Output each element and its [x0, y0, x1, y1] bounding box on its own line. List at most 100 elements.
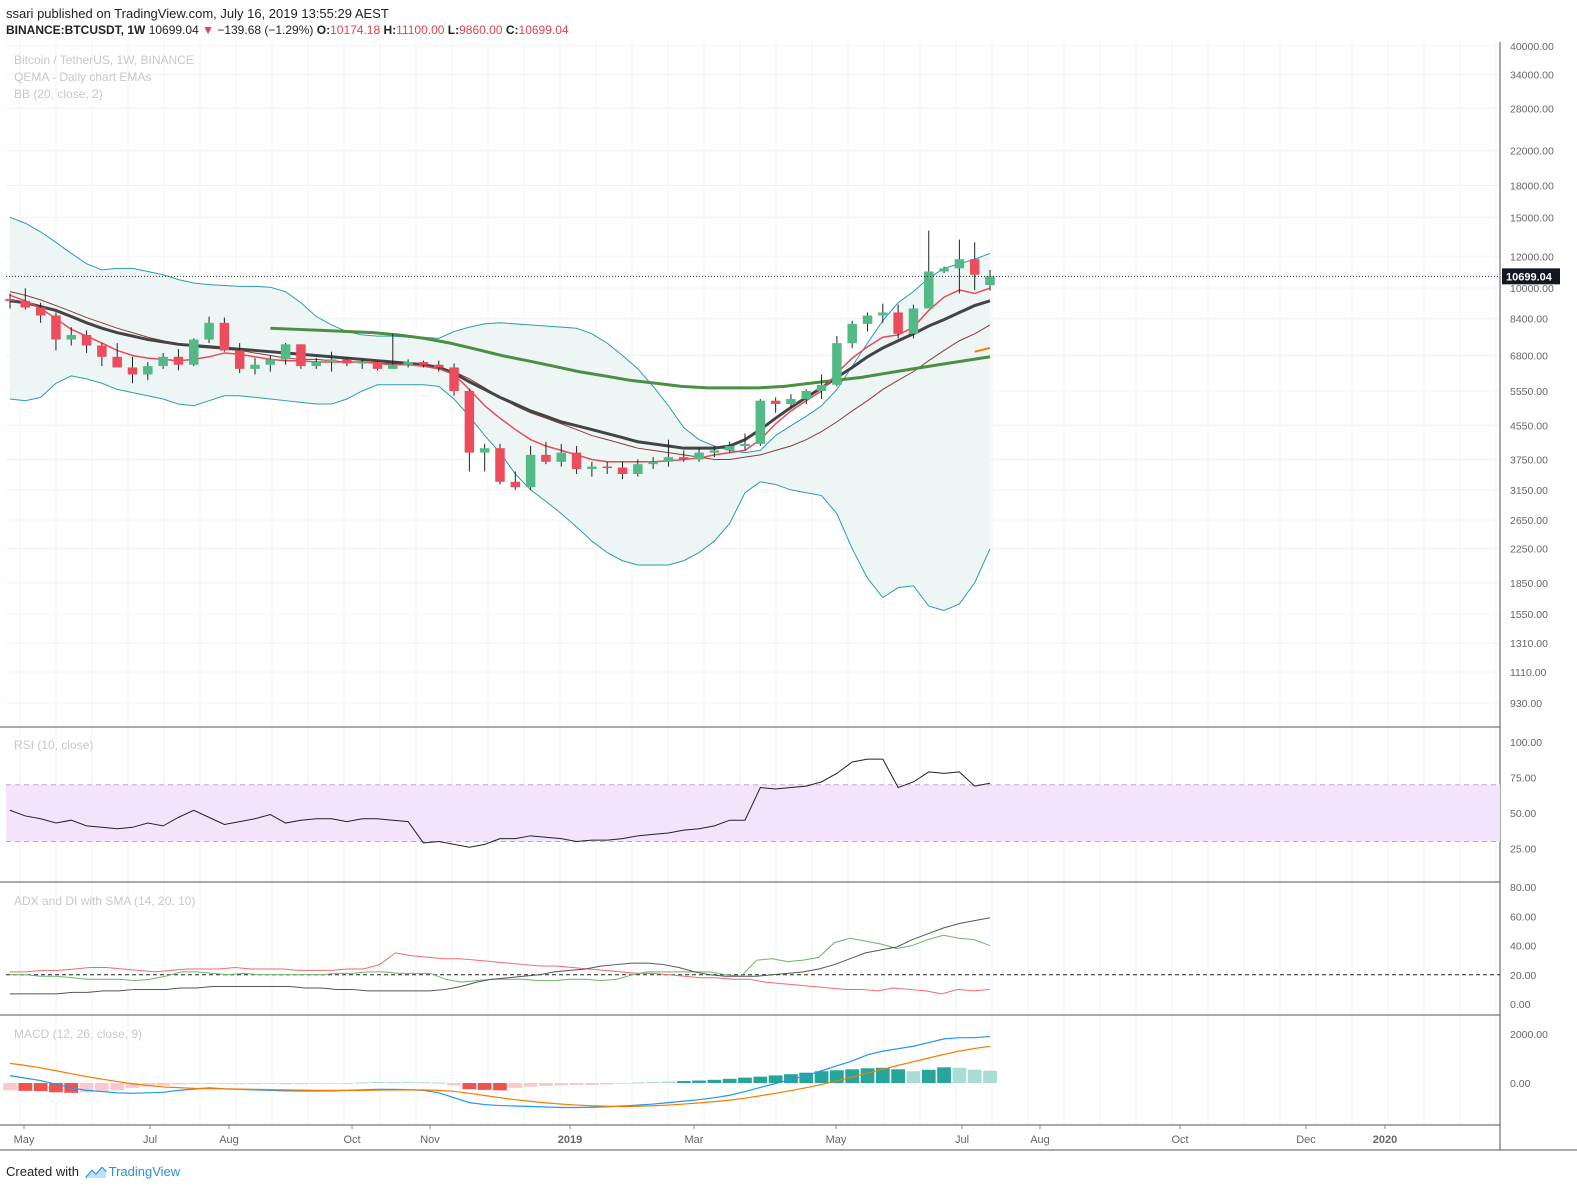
- time-axis-label: May: [826, 1134, 847, 1146]
- macd-histogram-bar: [554, 1083, 569, 1086]
- macd-histogram-bar: [171, 1083, 186, 1085]
- macd-histogram-bar: [156, 1083, 171, 1086]
- candle-down: [35, 307, 46, 316]
- macd-histogram-bar: [921, 1069, 936, 1083]
- candle-up: [740, 443, 750, 447]
- close-value: 10699.04: [518, 23, 569, 37]
- rsi-axis-tick: 25.00: [1510, 844, 1536, 856]
- signal-line: [9, 1045, 991, 1108]
- candle-up: [143, 366, 153, 375]
- macd-histogram-bar: [217, 1083, 232, 1084]
- macd-histogram-bar: [539, 1083, 553, 1086]
- low-value: 9860.00: [459, 23, 503, 37]
- macd-histogram-bar: [814, 1071, 829, 1083]
- rsi-legend: RSI (10, close): [14, 738, 93, 752]
- time-axis-label: Oct: [343, 1134, 360, 1146]
- candle-up: [786, 399, 796, 405]
- candle-up: [801, 390, 811, 400]
- candle-down: [112, 356, 122, 368]
- price-change: −139.68 (−1.29%): [217, 23, 314, 37]
- adx-axis-tick: 0.00: [1510, 999, 1531, 1011]
- ema-orange-segment: [974, 346, 991, 353]
- publisher-name: ssari: [6, 6, 34, 21]
- price-axis-tick: 28000.00: [1510, 103, 1554, 115]
- macd-histogram-bar: [79, 1083, 94, 1093]
- symbol-info: BINANCE:BTCUSDT, 1W 10699.04 ▼ −139.68 (…: [6, 23, 569, 37]
- macd-histogram-bar: [967, 1069, 982, 1083]
- macd-histogram-bar: [232, 1083, 247, 1085]
- candle-up: [954, 259, 965, 269]
- adx-legend: ADX and DI with SMA (14, 20, 10): [14, 894, 195, 908]
- price-axis-tick: 18000.00: [1510, 180, 1554, 192]
- price-axis-tick: 1850.00: [1510, 578, 1548, 590]
- candle-down: [617, 467, 628, 475]
- price-axis-tick: 12000.00: [1510, 251, 1554, 263]
- macd-axis-tick: 2000.00: [1510, 1029, 1548, 1041]
- candle-up: [985, 276, 995, 286]
- macd-histogram-bar: [186, 1083, 201, 1084]
- price-label-box: [1502, 268, 1560, 285]
- time-axis-label: Dec: [1296, 1134, 1316, 1146]
- high-value: 11100.00: [396, 23, 445, 37]
- price-label-text: 10699.04: [1506, 271, 1553, 283]
- candle-up: [816, 384, 827, 391]
- macd-histogram-bar: [309, 1083, 324, 1084]
- candle-down: [173, 356, 184, 365]
- candle-down: [679, 457, 689, 460]
- tradingview-logo-icon: [84, 1166, 107, 1179]
- candle-down: [234, 350, 245, 369]
- macd-histogram-bar: [692, 1080, 706, 1083]
- macd-histogram-bar: [355, 1082, 370, 1084]
- price-axis-tick: 8400.00: [1510, 314, 1548, 326]
- candle-down: [342, 359, 352, 364]
- macd-histogram-bar: [584, 1083, 599, 1085]
- macd-histogram-bar: [569, 1083, 584, 1086]
- candle-up: [587, 466, 597, 470]
- tradingview-link[interactable]: TradingView: [108, 1164, 181, 1179]
- candle-up: [403, 362, 413, 365]
- candle-up: [479, 448, 490, 453]
- created-with-label: Created with: [6, 1164, 79, 1179]
- macd-histogram-bar: [294, 1083, 308, 1085]
- macd-histogram-bar: [845, 1069, 860, 1083]
- price-axis-tick: 4550.00: [1510, 421, 1548, 433]
- candle-down: [893, 312, 903, 334]
- adx-line: [10, 917, 991, 995]
- macd-histogram-bar: [906, 1071, 921, 1083]
- candle-up: [633, 464, 643, 475]
- candle-up: [908, 308, 919, 334]
- candle-up: [694, 452, 704, 460]
- candle-down: [51, 315, 61, 340]
- macd-histogram-bar: [110, 1083, 125, 1091]
- ema-green-line: [270, 326, 991, 390]
- macd-histogram-bar: [753, 1076, 768, 1083]
- macd-histogram-bar: [248, 1083, 262, 1085]
- price-axis-tick: 930.00: [1510, 698, 1542, 710]
- time-axis-label: 2019: [558, 1134, 582, 1146]
- macd-histogram-bar: [600, 1083, 615, 1085]
- candle-up: [250, 364, 260, 369]
- macd-histogram-bar: [768, 1075, 783, 1083]
- macd-histogram-bar: [860, 1068, 875, 1083]
- macd-histogram-bar: [707, 1079, 722, 1083]
- candle-up: [663, 457, 674, 462]
- macd-histogram-bar: [140, 1083, 155, 1087]
- candle-down: [97, 345, 107, 357]
- chart-area[interactable]: 10699.04 40000.00 34000.00 28000.00 22000.00…: [0, 40, 1577, 1156]
- macd-histogram-bar: [630, 1082, 645, 1084]
- candle-down: [449, 367, 459, 391]
- main-legend: Bitcoin / TetherUS, 1W, BINANCE: [14, 53, 194, 67]
- price-axis-tick: 34000.00: [1510, 69, 1554, 81]
- candle-down: [219, 322, 230, 351]
- candle-up: [388, 364, 398, 369]
- time-axis-label: Aug: [1030, 1134, 1050, 1146]
- time-axis-label: Aug: [219, 1134, 239, 1146]
- down-triangle-icon: ▼: [202, 23, 214, 37]
- main-legend: BB (20, close, 2): [14, 87, 103, 101]
- candle-up: [204, 322, 214, 340]
- candle-down: [372, 362, 383, 369]
- rsi-line: [9, 758, 991, 848]
- macd-histogram-bar: [263, 1083, 278, 1084]
- adx-axis-tick: 80.00: [1510, 882, 1536, 894]
- macd-histogram-bar: [278, 1083, 293, 1085]
